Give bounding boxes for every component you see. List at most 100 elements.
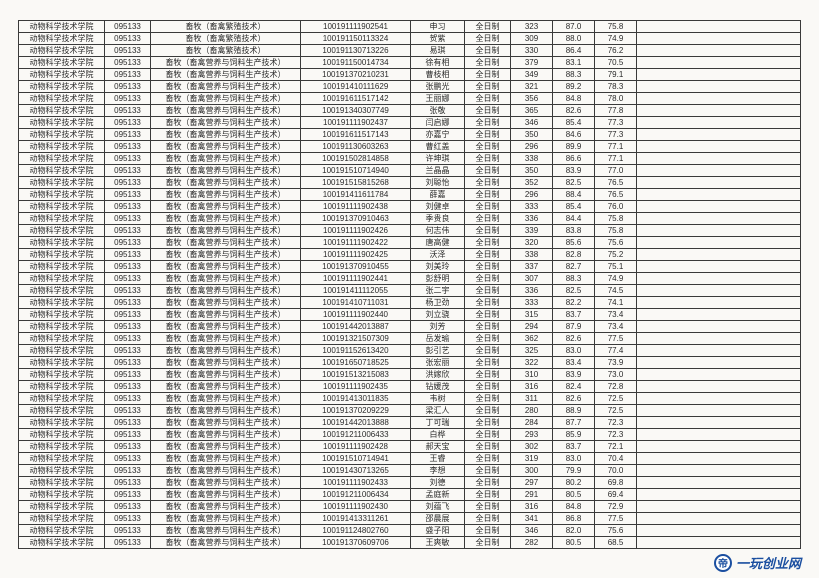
- cell-s2: 84.8: [553, 501, 595, 513]
- table-row: 动物科学技术学院095133畜牧（畜禽营养与饲料生产技术）10019121100…: [19, 429, 801, 441]
- cell-s3: 70.4: [595, 453, 637, 465]
- cell-exam: 100191370209229: [301, 405, 411, 417]
- cell-type: 全日制: [465, 477, 511, 489]
- cell-code: 095133: [105, 429, 151, 441]
- cell-dept: 动物科学技术学院: [19, 261, 105, 273]
- table-row: 动物科学技术学院095133畜牧（畜禽营养与饲料生产技术）10019121100…: [19, 489, 801, 501]
- cell-tail: [637, 525, 801, 537]
- cell-name: 刘聪怡: [411, 177, 465, 189]
- cell-major: 畜牧（畜禽营养与饲料生产技术）: [151, 237, 301, 249]
- cell-s2: 82.4: [553, 381, 595, 393]
- cell-name: 贺紫: [411, 33, 465, 45]
- cell-exam: 100191130603263: [301, 141, 411, 153]
- table-row: 动物科学技术学院095133畜牧（畜禽繁殖技术）100191150113324贺…: [19, 33, 801, 45]
- table-row: 动物科学技术学院095133畜牧（畜禽营养与饲料生产技术）10019134030…: [19, 105, 801, 117]
- cell-s2: 80.5: [553, 489, 595, 501]
- cell-type: 全日制: [465, 129, 511, 141]
- cell-exam: 100191410111629: [301, 81, 411, 93]
- cell-s2: 82.8: [553, 249, 595, 261]
- cell-name: 杨卫劲: [411, 297, 465, 309]
- cell-exam: 100191515815268: [301, 177, 411, 189]
- table-row: 动物科学技术学院095133畜牧（畜禽营养与饲料生产技术）10019161151…: [19, 129, 801, 141]
- cell-s2: 88.3: [553, 69, 595, 81]
- cell-tail: [637, 537, 801, 549]
- cell-s2: 84.6: [553, 129, 595, 141]
- cell-s1: 296: [511, 141, 553, 153]
- cell-tail: [637, 321, 801, 333]
- cell-exam: 100191111902438: [301, 201, 411, 213]
- cell-major: 畜牧（畜禽营养与饲料生产技术）: [151, 333, 301, 345]
- cell-code: 095133: [105, 81, 151, 93]
- table-row: 动物科学技术学院095133畜牧（畜禽营养与饲料生产技术）10019137020…: [19, 405, 801, 417]
- cell-s1: 284: [511, 417, 553, 429]
- cell-s2: 82.7: [553, 261, 595, 273]
- cell-code: 095133: [105, 273, 151, 285]
- cell-major: 畜牧（畜禽营养与饲料生产技术）: [151, 117, 301, 129]
- table-row: 动物科学技术学院095133畜牧（畜禽营养与饲料生产技术）10019137060…: [19, 537, 801, 549]
- cell-type: 全日制: [465, 345, 511, 357]
- cell-code: 095133: [105, 129, 151, 141]
- cell-s2: 83.4: [553, 357, 595, 369]
- cell-code: 095133: [105, 201, 151, 213]
- cell-s2: 87.0: [553, 21, 595, 33]
- cell-type: 全日制: [465, 261, 511, 273]
- cell-dept: 动物科学技术学院: [19, 381, 105, 393]
- cell-s3: 74.9: [595, 33, 637, 45]
- cell-major: 畜牧（畜禽营养与饲料生产技术）: [151, 537, 301, 549]
- cell-name: 何志伟: [411, 225, 465, 237]
- cell-dept: 动物科学技术学院: [19, 93, 105, 105]
- watermark-text: 一玩创业网: [736, 553, 801, 572]
- cell-s1: 311: [511, 393, 553, 405]
- cell-exam: 100191111902440: [301, 309, 411, 321]
- cell-type: 全日制: [465, 453, 511, 465]
- cell-code: 095133: [105, 297, 151, 309]
- cell-s3: 76.0: [595, 201, 637, 213]
- cell-exam: 100191410711031: [301, 297, 411, 309]
- cell-name: 邵晨展: [411, 513, 465, 525]
- cell-exam: 100191442013888: [301, 417, 411, 429]
- table-row: 动物科学技术学院095133畜牧（畜禽营养与饲料生产技术）10019111190…: [19, 441, 801, 453]
- cell-exam: 100191510714941: [301, 453, 411, 465]
- cell-s3: 74.1: [595, 297, 637, 309]
- cell-dept: 动物科学技术学院: [19, 117, 105, 129]
- cell-dept: 动物科学技术学院: [19, 345, 105, 357]
- cell-exam: 100191111902428: [301, 441, 411, 453]
- cell-code: 095133: [105, 285, 151, 297]
- cell-dept: 动物科学技术学院: [19, 165, 105, 177]
- cell-dept: 动物科学技术学院: [19, 513, 105, 525]
- cell-s3: 77.8: [595, 105, 637, 117]
- cell-exam: 100191370609706: [301, 537, 411, 549]
- cell-tail: [637, 345, 801, 357]
- cell-s1: 336: [511, 285, 553, 297]
- cell-exam: 100191370910455: [301, 261, 411, 273]
- cell-name: 曹枝相: [411, 69, 465, 81]
- cell-code: 095133: [105, 321, 151, 333]
- cell-exam: 100191150113324: [301, 33, 411, 45]
- cell-s1: 338: [511, 153, 553, 165]
- table-row: 动物科学技术学院095133畜牧（畜禽营养与饲料生产技术）10019115261…: [19, 345, 801, 357]
- cell-s3: 76.5: [595, 177, 637, 189]
- cell-exam: 100191442013887: [301, 321, 411, 333]
- cell-tail: [637, 249, 801, 261]
- cell-dept: 动物科学技术学院: [19, 369, 105, 381]
- cell-dept: 动物科学技术学院: [19, 129, 105, 141]
- cell-type: 全日制: [465, 189, 511, 201]
- cell-name: 刘立骁: [411, 309, 465, 321]
- cell-major: 畜牧（畜禽营养与饲料生产技术）: [151, 249, 301, 261]
- table-row: 动物科学技术学院095133畜牧（畜禽繁殖技术）100191130713226易…: [19, 45, 801, 57]
- cell-s3: 78.3: [595, 81, 637, 93]
- table-row: 动物科学技术学院095133畜牧（畜禽营养与饲料生产技术）10019111190…: [19, 309, 801, 321]
- cell-name: 丁可瑞: [411, 417, 465, 429]
- cell-code: 095133: [105, 165, 151, 177]
- cell-code: 095133: [105, 357, 151, 369]
- cell-s3: 76.2: [595, 45, 637, 57]
- cell-code: 095133: [105, 477, 151, 489]
- cell-s2: 82.6: [553, 393, 595, 405]
- cell-code: 095133: [105, 441, 151, 453]
- cell-s2: 86.4: [553, 45, 595, 57]
- cell-type: 全日制: [465, 537, 511, 549]
- cell-s3: 72.3: [595, 417, 637, 429]
- cell-s3: 69.8: [595, 477, 637, 489]
- cell-s2: 88.9: [553, 405, 595, 417]
- table-row: 动物科学技术学院095133畜牧（畜禽营养与饲料生产技术）10019141111…: [19, 285, 801, 297]
